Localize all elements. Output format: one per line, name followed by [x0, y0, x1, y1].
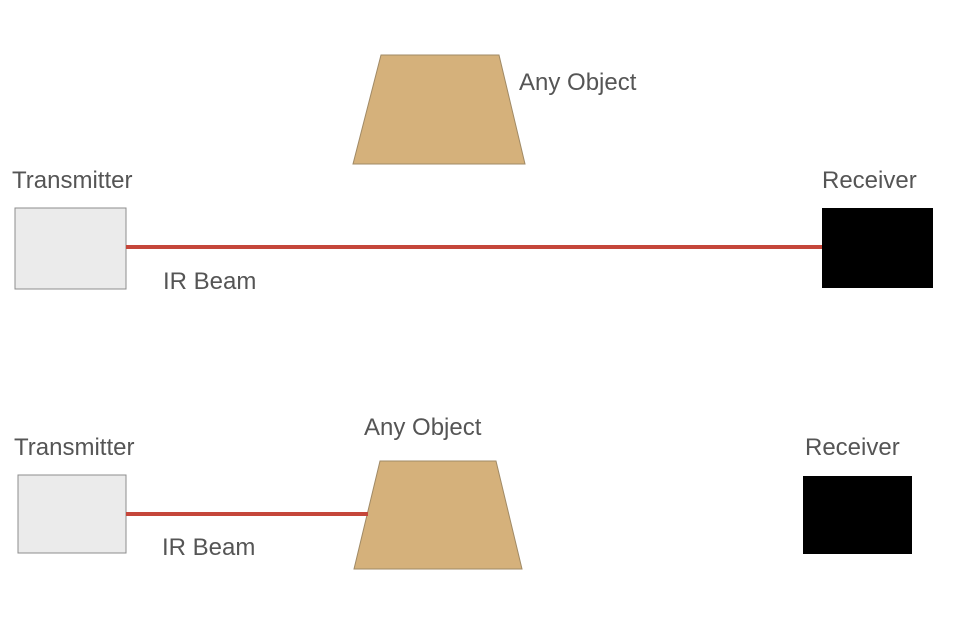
beam-label: IR Beam — [163, 268, 256, 295]
object-trapezoid — [353, 460, 523, 570]
object-label: Any Object — [519, 69, 637, 96]
scene-unblocked: Any Object Transmitter IR Beam Receiver — [12, 54, 933, 295]
scene-blocked: Any Object Transmitter IR Beam Receiver — [14, 414, 912, 570]
transmitter-box — [14, 207, 127, 290]
beam-label: IR Beam — [162, 534, 255, 561]
object-label: Any Object — [364, 414, 482, 441]
receiver-box — [803, 476, 912, 554]
transmitter-label: Transmitter — [14, 434, 134, 461]
receiver-label: Receiver — [805, 434, 900, 461]
transmitter-label: Transmitter — [12, 167, 132, 194]
transmitter-box — [17, 474, 127, 554]
receiver-box — [822, 208, 933, 288]
receiver-label: Receiver — [822, 167, 917, 194]
object-trapezoid — [352, 54, 526, 165]
